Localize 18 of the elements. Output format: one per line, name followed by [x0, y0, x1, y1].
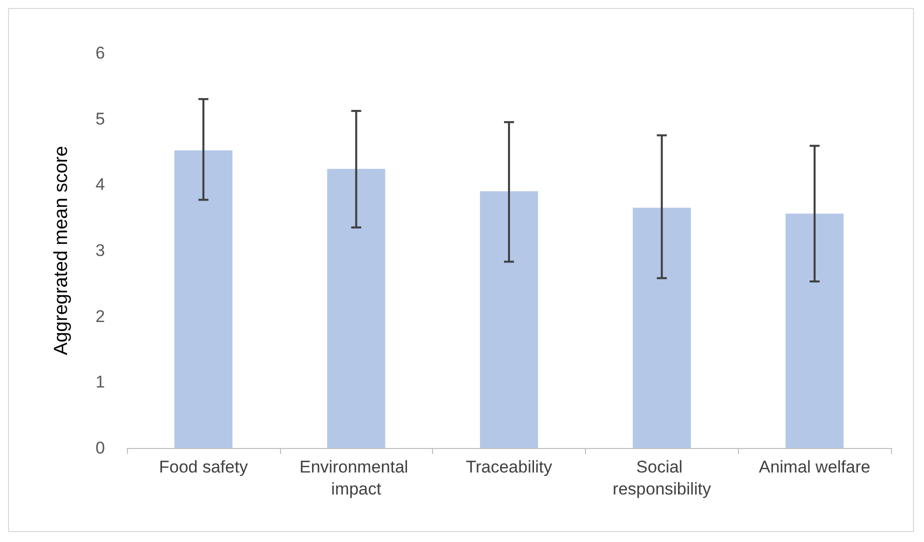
- y-tick-label: 3: [96, 241, 105, 260]
- bar: [480, 191, 538, 448]
- y-tick-label: 1: [96, 372, 105, 392]
- y-tick-label: 0: [96, 438, 105, 458]
- y-tick-label: 2: [96, 306, 105, 326]
- x-tick-label: Environmental impact: [300, 458, 413, 498]
- y-tick-label: 6: [96, 44, 105, 62]
- x-tick-label: Food safety: [158, 458, 248, 476]
- y-tick-label: 4: [96, 175, 105, 194]
- y-tick-label: 5: [96, 109, 105, 128]
- x-tick-label: Traceability: [466, 458, 553, 476]
- x-tick-label: Social responsibility: [612, 458, 712, 498]
- bar: [786, 214, 844, 448]
- bar: [632, 208, 691, 448]
- bar: [327, 168, 386, 448]
- x-tick-label: Animal welfare: [758, 458, 870, 476]
- bar: [174, 150, 232, 448]
- y-axis-title: Aggregrated mean score: [51, 146, 72, 356]
